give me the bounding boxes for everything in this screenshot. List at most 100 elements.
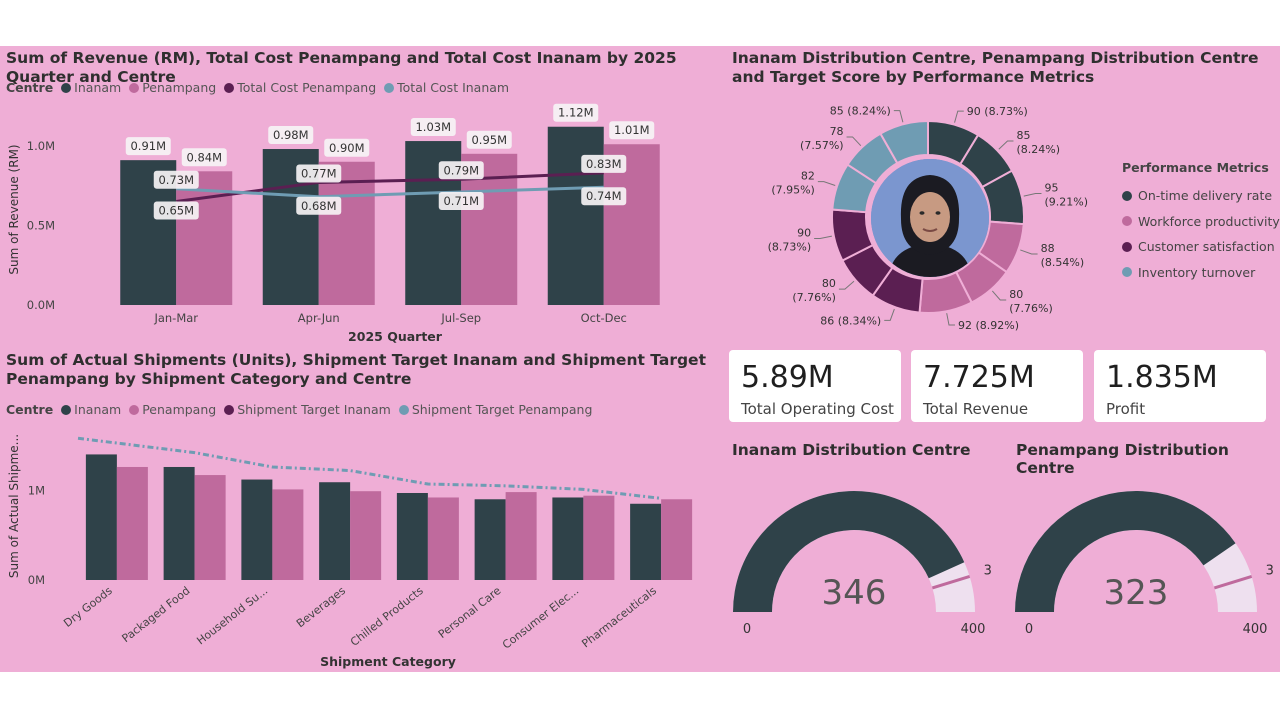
- revenue-legend: Centre Inanam Penampang Total Cost Penam…: [6, 80, 513, 95]
- performance-legend: Performance Metrics On-time delivery rat…: [1122, 160, 1280, 285]
- revenue-chart: 0.0M 0.5M 1.0M Sum of Revenue (RM) Jan-Mar Ap…: [7, 103, 660, 344]
- legend-item-inanam[interactable]: Inanam: [61, 80, 121, 95]
- data-label-penampang-bg: [466, 130, 512, 149]
- shipment-legend-title: Centre: [6, 402, 54, 417]
- y-axis-label: Sum of Revenue (RM): [7, 144, 21, 274]
- data-label-total-cost-penampang-bg: [581, 154, 627, 173]
- donut-data-label: 85 (8.24%): [830, 105, 891, 118]
- x-tick-label: Consumer Elec...: [500, 584, 581, 651]
- x-tick-label: Dry Goods: [61, 584, 115, 630]
- data-label-inanam-bg: [410, 118, 456, 137]
- donut-data-label: 92 (8.92%): [958, 319, 1019, 332]
- kpi-card-total-operating-cost[interactable]: 5.89M Total Operating Cost: [729, 350, 901, 422]
- x-tick-label: Pharmaceuticals: [579, 584, 659, 650]
- bar-penampang: [272, 489, 304, 580]
- gauge-title-penampang: Penampang Distribution Centre: [1016, 441, 1229, 477]
- donut-leader-line: [893, 110, 904, 123]
- bar-penampang: [505, 492, 537, 580]
- line-total-cost-inanam: [176, 185, 604, 199]
- x-tick-label: Oct-Dec: [581, 311, 627, 325]
- data-label-total-cost-inanam: 0.71M: [443, 194, 479, 208]
- legend-item-shipment-target-penampang[interactable]: Shipment Target Penampang: [398, 402, 592, 417]
- donut-slice-11: [879, 119, 929, 165]
- donut-leader-line: [1020, 249, 1038, 255]
- legend-item-inventory-turnover[interactable]: Inventory turnover: [1122, 260, 1280, 286]
- x-tick-label: Apr-Jun: [298, 311, 340, 325]
- data-label-inanam-bg: [268, 126, 314, 145]
- bar-penampang: [350, 491, 382, 580]
- donut-leader-line: [817, 181, 836, 186]
- gauge-max-label: 400: [961, 622, 986, 637]
- donut-leader-line: [998, 140, 1014, 150]
- bar-inanam: [630, 503, 662, 580]
- donut-data-label-value: 90: [797, 226, 811, 239]
- legend-item-on-time-delivery[interactable]: On-time delivery rate: [1122, 183, 1280, 209]
- legend-item-customer-satisfaction[interactable]: Customer satisfaction: [1122, 234, 1280, 260]
- kpi-label: Total Operating Cost: [741, 400, 894, 418]
- donut-data-label-value: 88: [1041, 242, 1055, 255]
- performance-legend-title: Performance Metrics: [1122, 160, 1269, 175]
- data-label-inanam-bg: [553, 103, 599, 122]
- gauge-target-label: 362: [1266, 563, 1274, 578]
- bar-penampang: [583, 495, 615, 580]
- y-tick-label: 0.0M: [27, 298, 55, 312]
- x-axis-label: 2025 Quarter: [348, 329, 443, 344]
- legend-item-total-cost-penampang[interactable]: Total Cost Penampang: [224, 80, 376, 95]
- donut-data-label-value: 80: [822, 277, 836, 290]
- donut-data-label: 90 (8.73%): [967, 105, 1028, 118]
- legend-item-penampang[interactable]: Penampang: [129, 80, 216, 95]
- donut-data-label-percent: (7.76%): [792, 291, 836, 304]
- data-label-total-cost-inanam: 0.73M: [158, 173, 194, 187]
- gauge-value-label: 323: [1104, 573, 1169, 613]
- donut-leader-line: [1023, 193, 1042, 197]
- line-shipment-target: [77, 436, 662, 500]
- legend-item-inanam[interactable]: Inanam: [61, 402, 121, 417]
- donut-leader-line: [954, 110, 964, 123]
- data-label-penampang: 0.95M: [471, 133, 507, 147]
- data-label-penampang-bg: [609, 121, 655, 140]
- performance-donut-chart: 90 (8.73%)85(8.24%)95(9.21%)88(8.54%)80(…: [768, 105, 1088, 332]
- gauge-value-label: 346: [822, 573, 887, 613]
- presenter-avatar: [871, 159, 989, 277]
- data-label-total-cost-inanam-bg: [438, 191, 484, 210]
- data-label-total-cost-penampang: 0.77M: [301, 166, 337, 180]
- donut-data-label-value: 78: [830, 125, 844, 138]
- gauge-value-arc: [733, 491, 965, 612]
- x-tick-label: Household Su...: [194, 584, 270, 647]
- x-tick-label: Beverages: [294, 584, 348, 630]
- bar-inanam: [396, 492, 428, 580]
- legend-item-workforce-productivity[interactable]: Workforce productivity: [1122, 209, 1280, 235]
- donut-data-label-percent: (7.57%): [800, 139, 844, 152]
- kpi-value: 7.725M: [923, 360, 1035, 395]
- bar-penampang-apr-jun: [318, 161, 375, 305]
- donut-leader-line: [838, 280, 855, 290]
- data-label-total-cost-penampang: 0.65M: [158, 204, 194, 218]
- donut-leader-line: [884, 308, 895, 321]
- kpi-value: 1.835M: [1106, 360, 1218, 395]
- data-label-total-cost-penampang-bg: [153, 201, 199, 220]
- donut-data-label: 86 (8.34%): [820, 314, 881, 327]
- y-axis-label: Sum of Actual Shipme...: [7, 434, 21, 578]
- donut-data-label-percent: (8.73%): [768, 240, 812, 253]
- data-label-inanam: 0.91M: [130, 139, 166, 153]
- data-label-total-cost-inanam-bg: [153, 170, 199, 189]
- legend-item-shipment-target-inanam[interactable]: Shipment Target Inanam: [224, 402, 391, 417]
- data-label-penampang-bg: [324, 138, 370, 157]
- line-total-cost-penampang: [176, 171, 604, 204]
- kpi-card-profit[interactable]: 1.835M Profit: [1094, 350, 1266, 422]
- data-label-inanam: 1.03M: [415, 120, 451, 134]
- donut-chart-title: Inanam Distribution Centre, Penampang Di…: [732, 49, 1259, 86]
- gauge-value-arc: [1015, 491, 1236, 612]
- legend-item-total-cost-inanam[interactable]: Total Cost Inanam: [384, 80, 509, 95]
- donut-data-label-percent: (8.54%): [1041, 256, 1085, 269]
- data-label-total-cost-inanam: 0.68M: [301, 199, 337, 213]
- data-label-total-cost-penampang: 0.79M: [443, 163, 479, 177]
- gauge-target-marker: [1213, 574, 1253, 590]
- y-tick-label: 1M: [28, 483, 45, 497]
- bar-inanam: [319, 482, 351, 580]
- kpi-card-total-revenue[interactable]: 7.725M Total Revenue: [911, 350, 1083, 422]
- gauge-max-label: 400: [1243, 622, 1268, 637]
- donut-data-label-percent: (9.21%): [1044, 196, 1088, 209]
- y-tick-label: 1.0M: [27, 139, 55, 153]
- legend-item-penampang[interactable]: Penampang: [129, 402, 216, 417]
